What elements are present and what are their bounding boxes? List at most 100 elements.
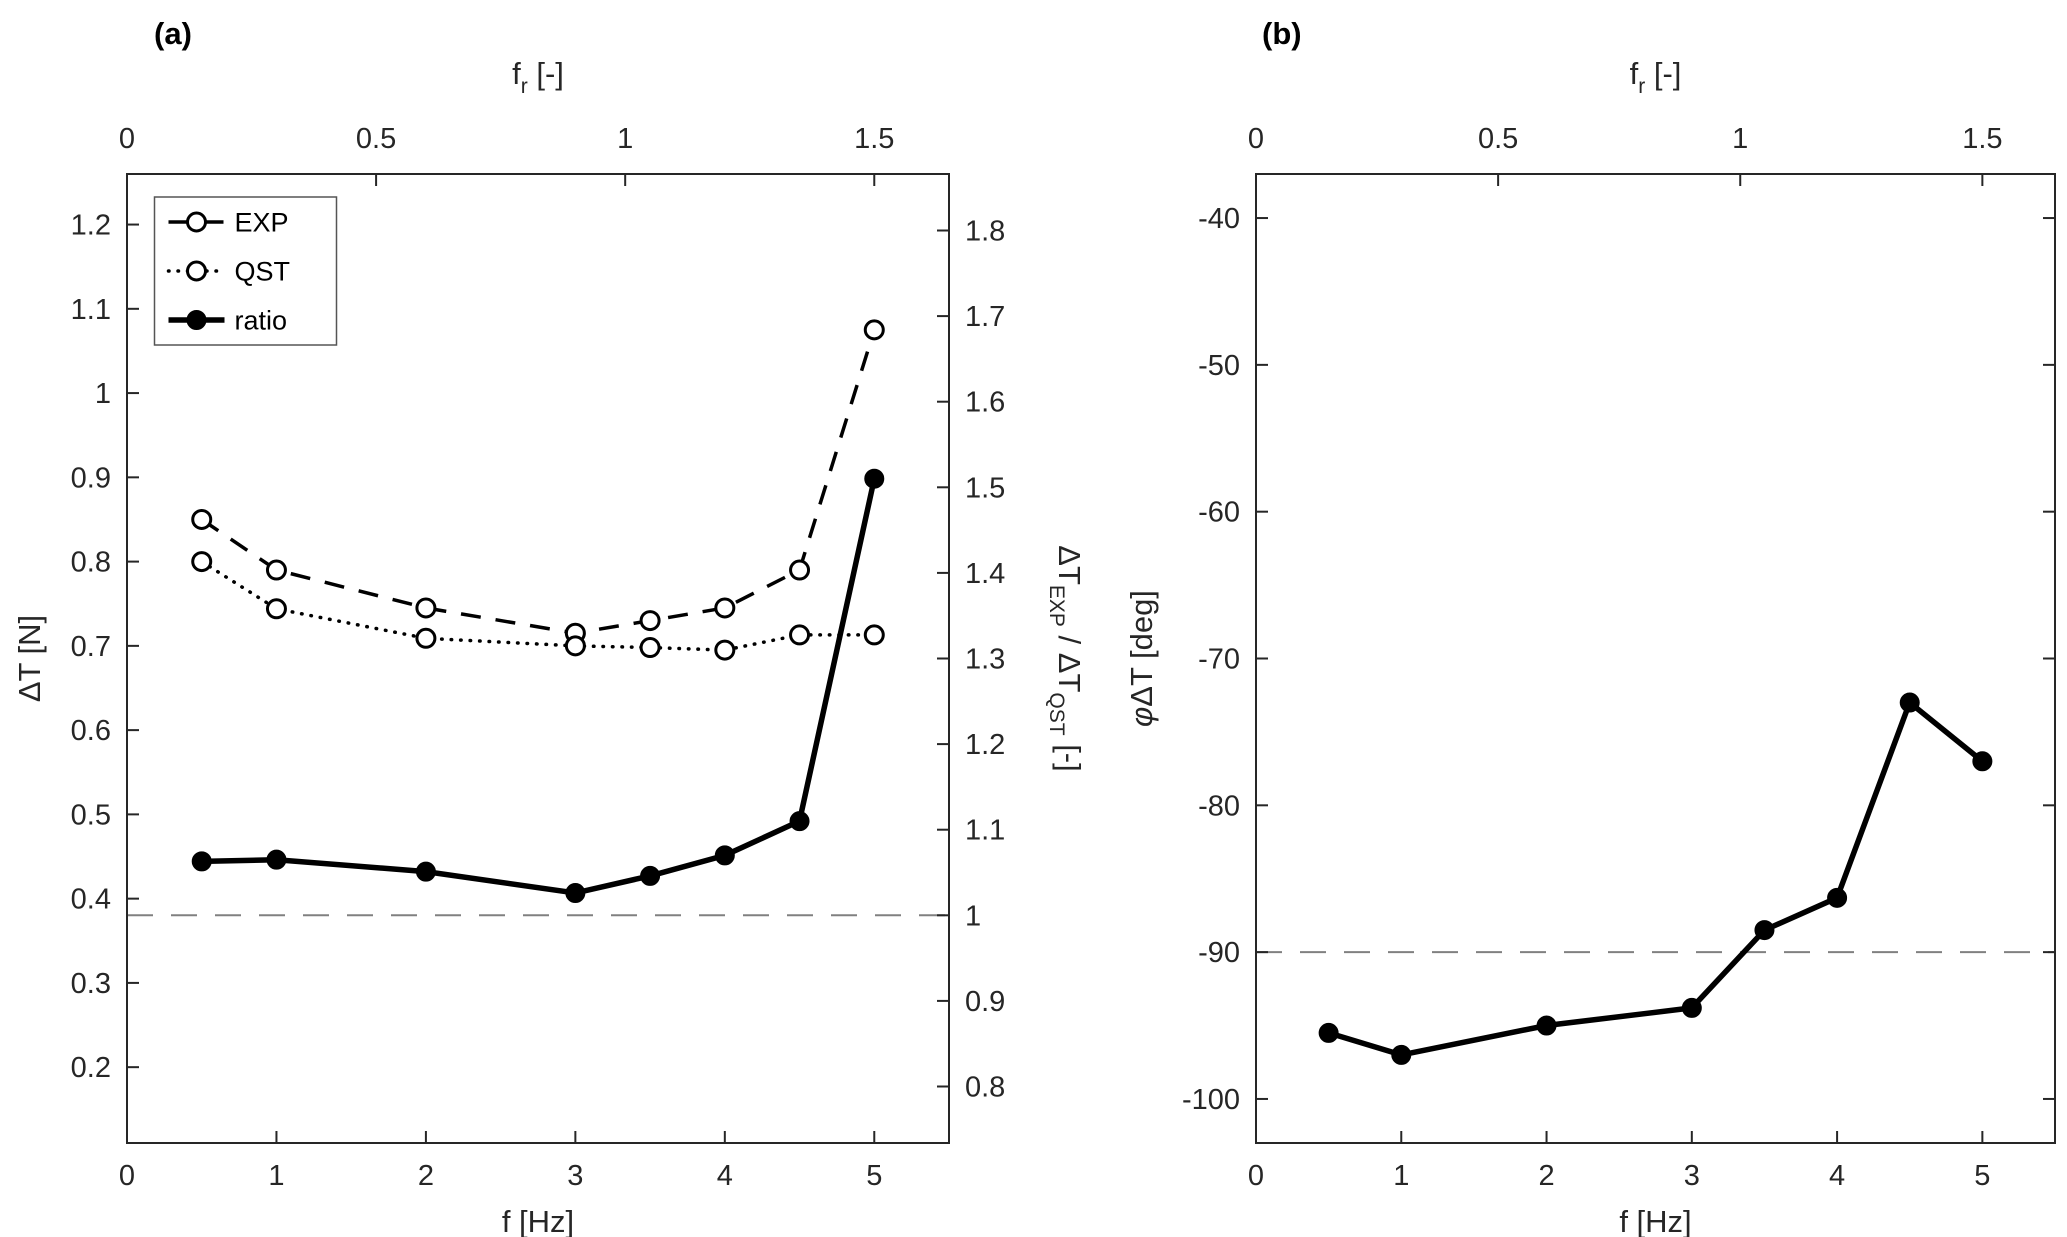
series-EXP-marker [789,559,811,581]
top-tick-label: 0.5 [356,123,396,155]
y-tick-label-right: 1.1 [965,815,1005,847]
y-tick-label-right: 1 [965,900,981,932]
y-tick-label-left: 1.2 [71,210,111,242]
series-ratio-marker [415,861,436,882]
series-QST-marker [415,627,437,649]
panel-b: (b) 0 1 2 3 4 5 f [Hz] 0 0.5 1 1.5 fr [-] -100 -90 -80 -… [1124,16,2056,1237]
y-tick-label-left: -80 [1198,790,1240,822]
y-tick-label-right: 0.8 [965,1072,1005,1104]
x-axis-label: f [Hz] [502,1204,574,1237]
series-phase-marker [1899,692,1920,713]
y-tick-label-left: 0.7 [71,631,111,663]
axes-box [1255,173,2056,1144]
x-tick-label: 5 [1974,1160,1990,1192]
y-axis-label-left: ΔT [N] [12,615,47,702]
x-tick-label: 5 [866,1160,882,1192]
series-EXP-marker [639,610,661,632]
x-tick-label: 1 [1393,1160,1409,1192]
panel-label: (b) [1262,16,1302,51]
series-EXP-line [200,329,876,635]
x-tick-label: 2 [418,1160,434,1192]
y-tick-label-right: 1.5 [965,472,1005,504]
y-tick-label-left: -90 [1198,937,1240,969]
x-tick-label: 0 [1248,1160,1264,1192]
y-tick-label-right: 1.4 [965,558,1005,590]
series-phase-marker [1827,887,1848,908]
series-phase-marker [1972,751,1993,772]
legend-sample-marker-ratio [186,310,207,330]
series-phase-marker [1536,1015,1557,1036]
series-QST-marker [639,637,661,659]
series-phase-line [1327,697,1985,1058]
top-tick-label: 0.5 [1478,123,1518,155]
series-phase-marker [1754,920,1775,941]
series-phase-marker [1318,1022,1339,1043]
series-QST-marker [863,624,885,646]
series-ratio-marker [191,851,212,872]
y-tick-label-right: 1.6 [965,387,1005,419]
series-ratio-marker [864,468,885,489]
y-tick-label-left: 0.4 [71,884,111,916]
legend-sample-marker-QST [186,260,207,282]
y-tick-label-right: 0.9 [965,986,1005,1018]
panel-label: (a) [154,16,192,51]
top-tick-label: 1.5 [854,123,894,155]
series-QST-marker [789,624,811,646]
y-tick-label-left: -60 [1198,497,1240,529]
legend-sample-marker-EXP [186,211,207,233]
series-EXP-marker [863,319,885,341]
x-tick-label: 4 [717,1160,733,1192]
y-tick-label-left: -50 [1198,350,1240,382]
series-ratio-marker [714,845,735,866]
y-tick-label-right: 1.3 [965,644,1005,676]
x-axis-label: f [Hz] [1619,1204,1691,1237]
series-EXP-marker [415,597,437,619]
top-axis-label: fr [-] [1630,56,1682,98]
x-tick-label: 0 [119,1160,135,1192]
x-tick-label: 4 [1829,1160,1845,1192]
series-ratio-marker [640,865,661,886]
legend-label-QST: QST [235,257,291,287]
y-tick-label-left: 0.9 [71,462,111,494]
series-phase-marker [1391,1044,1412,1065]
series-QST-marker [714,639,736,661]
y-tick-label-left: -40 [1198,203,1240,235]
panel-a: (a) 0 1 2 3 4 5 f [Hz] 0 0.5 1 1.5 fr [-] 0.2 0.3 0.4 0.… [12,16,1087,1237]
top-axis-label: fr [-] [512,56,564,98]
series-ratio-marker [789,811,810,832]
series-EXP-marker [265,559,287,581]
top-tick-label: 1.5 [1962,123,2002,155]
legend-label-EXP: EXP [235,208,289,238]
y-tick-label-left: 1 [95,378,111,410]
y-tick-label-left: 0.8 [71,547,111,579]
top-tick-label: 1 [617,123,633,155]
series-EXP-marker [714,597,736,619]
y-tick-label-right: 1.8 [965,215,1005,247]
series-QST-marker [564,635,586,657]
series-ratio-marker [266,849,287,870]
y-tick-label-left: 0.5 [71,799,111,831]
series-QST-line [199,559,877,652]
y-tick-label-right: 1.7 [965,301,1005,333]
y-axis-label-left: φΔT [deg] [1124,590,1159,727]
y-tick-label-left: 1.1 [71,294,111,326]
series-ratio-marker [565,883,586,904]
series-QST-marker [191,551,213,573]
x-tick-label: 1 [268,1160,284,1192]
series-ratio-line [201,478,877,896]
x-tick-label: 3 [1684,1160,1700,1192]
y-tick-label-left: -100 [1182,1084,1240,1116]
x-tick-label: 3 [567,1160,583,1192]
legend-label-ratio: ratio [235,306,288,336]
y-axis-label-right: ΔTEXP / ΔTQST [-] [1045,545,1087,772]
series-EXP-marker [191,508,213,530]
top-tick-label: 0 [119,123,135,155]
top-tick-label: 0 [1248,123,1264,155]
y-tick-label-left: 0.2 [71,1052,111,1084]
top-tick-label: 1 [1732,123,1748,155]
y-tick-label-right: 1.2 [965,729,1005,761]
series-QST-marker [265,598,287,620]
y-tick-label-left: 0.6 [71,715,111,747]
